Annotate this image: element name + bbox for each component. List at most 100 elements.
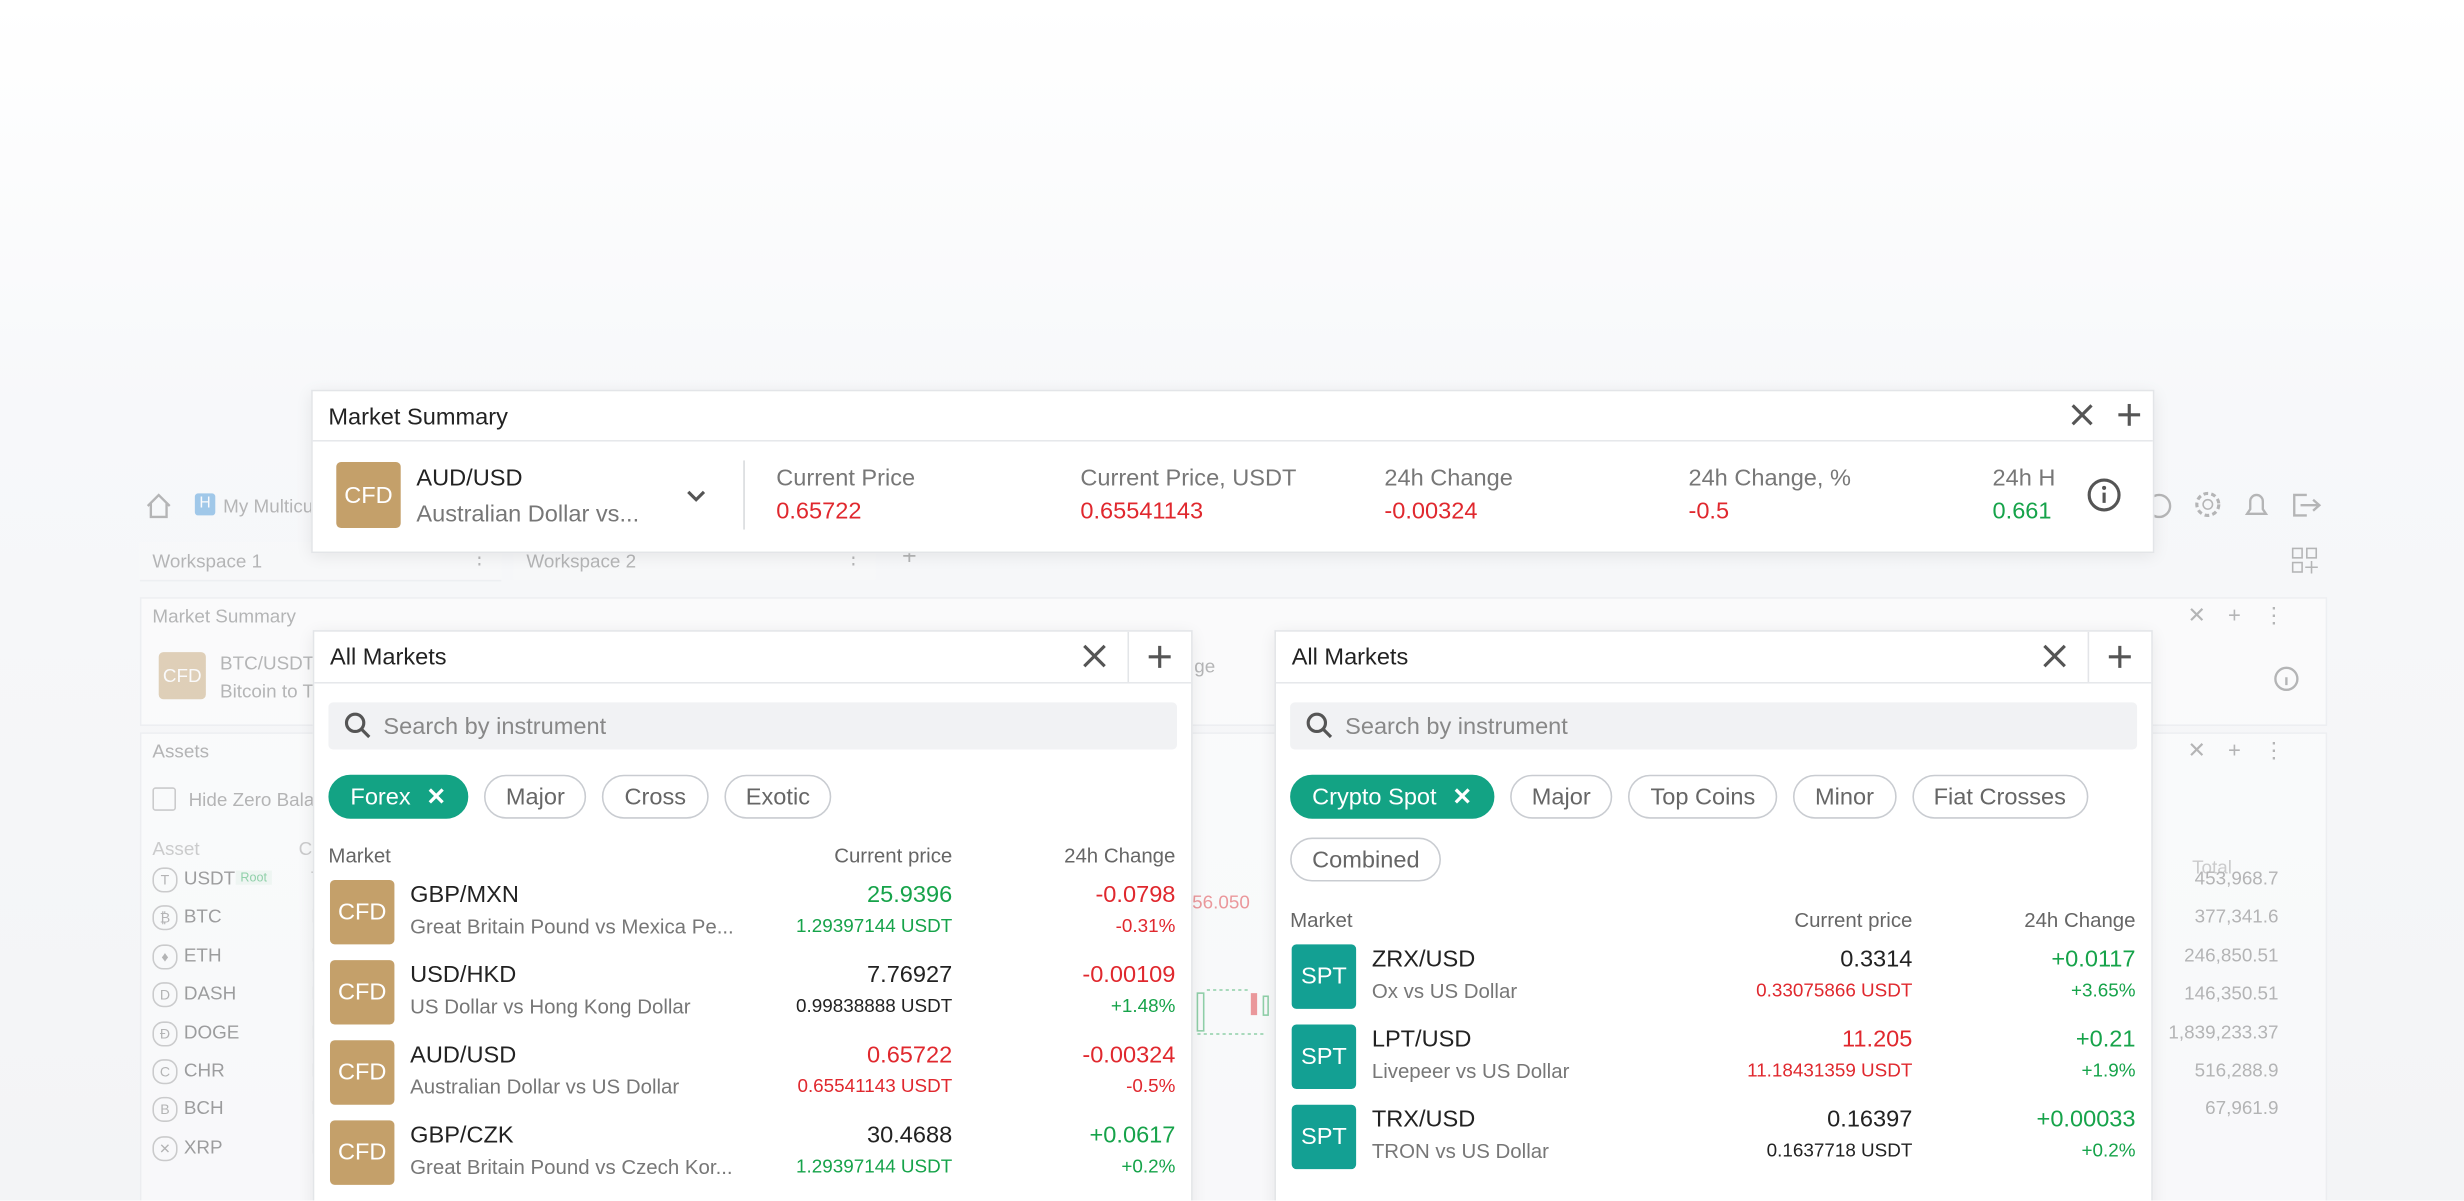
panel-controls[interactable]: ✕+⋮ xyxy=(2187,736,2307,763)
search-placeholder: Search by instrument xyxy=(1345,713,1568,741)
column-header: 24h Change xyxy=(2024,908,2136,932)
chart-hint: 656.050 xyxy=(1181,890,1250,913)
column-header: Current price xyxy=(834,843,953,868)
price-usdt: 0.99838888 USDT xyxy=(796,994,953,1017)
column-header: Current price xyxy=(1794,908,1913,932)
market-summary: Market Summary CFD AUD/USD Australian Do… xyxy=(311,389,2155,554)
filter-active[interactable]: Crypto Spot ✕ xyxy=(1290,774,1495,819)
market-row[interactable]: CFD GBP/MXN Great Britain Pound vs Mexica … xyxy=(314,875,1191,955)
asset-total: 377,341.6 xyxy=(2194,905,2279,928)
market-row[interactable]: CFD GBP/CZK Great Britain Pound vs Czech K… xyxy=(314,1116,1191,1196)
search-icon xyxy=(344,712,371,739)
column-header: Market xyxy=(328,843,391,868)
market-row[interactable]: SPT LPT/USD Livepeer vs US Dollar 11.205 11.… xyxy=(1276,1020,2151,1100)
column-header: 24h Change xyxy=(1064,843,1176,868)
filter-active[interactable]: Forex ✕ xyxy=(328,774,469,819)
panel-title: All Markets xyxy=(1291,644,1409,671)
column-header: Asset xyxy=(152,837,200,860)
symbol: GBP/CZK xyxy=(410,1121,514,1149)
asset-icon: C xyxy=(152,1059,178,1085)
info-icon[interactable] xyxy=(2272,665,2300,693)
layout-icon[interactable] xyxy=(2291,547,2319,575)
info-button[interactable] xyxy=(2087,478,2122,513)
remove-filter[interactable]: ✕ xyxy=(426,784,447,811)
market-row[interactable]: SPT ZRX/USD Ox vs US Dollar 0.3314 0.3307586… xyxy=(1276,940,2151,1020)
price: 0.16397 xyxy=(1827,1106,1913,1133)
symbol: ZRX/USD xyxy=(1371,945,1476,973)
panel-title: Assets xyxy=(152,740,210,763)
asset-icon: D xyxy=(152,982,178,1008)
filter-chip[interactable]: Major xyxy=(1509,774,1613,819)
change: +0.0617 xyxy=(1089,1121,1176,1149)
badge: SPT xyxy=(1291,944,1357,1009)
asset-name: BTC xyxy=(183,905,222,928)
asset-name: XRP xyxy=(183,1135,223,1158)
filter-chip[interactable]: Minor xyxy=(1792,774,1896,819)
symbol: BTC/USDT xyxy=(219,652,315,675)
filter-chip[interactable]: Major xyxy=(483,774,587,819)
badge: CFD xyxy=(329,1040,395,1105)
add-button[interactable] xyxy=(2118,403,2141,426)
asset-icon: ✕ xyxy=(152,1135,178,1161)
stat-label: 24h Change xyxy=(1384,465,1513,492)
badge: CFD xyxy=(329,879,395,945)
filter-chip[interactable]: Cross xyxy=(602,774,709,819)
badge: SPT xyxy=(1291,1024,1357,1089)
symbol: AUD/USD xyxy=(416,465,523,492)
name: Bitcoin to T xyxy=(219,680,314,703)
market-row[interactable]: CFD AUD/USD Australian Dollar vs US Dollar… xyxy=(314,1036,1191,1116)
change-pct: +3.65% xyxy=(2071,978,2136,1001)
asset-total: 246,850.51 xyxy=(2184,944,2279,967)
change: +0.21 xyxy=(2075,1026,2136,1053)
panel-title: Market Summary xyxy=(152,604,296,627)
all-markets-panel: All Markets Search by instrument Crypto Sp… xyxy=(1274,630,2153,1201)
asset-icon: ₿ xyxy=(152,905,178,931)
asset-name: BCH xyxy=(183,1097,224,1120)
market-row[interactable]: SPT TRX/USD TRON vs US Dollar 0.16397 0.1637… xyxy=(1276,1100,2151,1180)
instrument-name: Australian Dollar vs US Dollar xyxy=(410,1074,680,1099)
change: +0.00033 xyxy=(2036,1106,2136,1133)
asset-total: 453,968.7 xyxy=(2194,867,2279,890)
price: 0.65722 xyxy=(867,1041,953,1069)
toolbar-icons[interactable] xyxy=(2143,490,2328,521)
dropdown[interactable] xyxy=(685,489,707,505)
search-box[interactable]: Search by instrument xyxy=(328,702,1177,750)
stat-label: 24h Change, % xyxy=(1688,465,1851,492)
column-header: Total xyxy=(2192,856,2232,879)
panel-controls[interactable] xyxy=(1065,631,1191,682)
change-pct: +0.2% xyxy=(2081,1139,2136,1162)
stat-value: -0.00324 xyxy=(1384,498,1478,525)
filter-chip[interactable]: Combined xyxy=(1290,837,1442,882)
checkbox-label: Hide Zero Bala xyxy=(188,788,315,811)
filter-chip[interactable]: Fiat Crosses xyxy=(1911,774,2088,819)
search-box[interactable]: Search by instrument xyxy=(1290,702,2138,750)
stat-label: Current Price xyxy=(776,465,916,492)
change: -0.00324 xyxy=(1082,1041,1176,1069)
home-icon[interactable] xyxy=(145,492,173,520)
app-badge: H xyxy=(194,493,216,516)
all-markets-panel: All Markets Search by instrument Forex ✕ Maj… xyxy=(312,630,1193,1201)
asset-total: 67,961.9 xyxy=(2205,1097,2279,1120)
remove-filter[interactable]: ✕ xyxy=(1452,784,1473,811)
symbol: USD/HKD xyxy=(410,961,517,989)
market-row[interactable]: CFD USD/HKD US Dollar vs Hong Kong Dollar 7… xyxy=(314,955,1191,1035)
panel-controls[interactable]: ✕+⋮ xyxy=(2187,601,2307,627)
filters: Crypto Spot ✕ Major Top Coins Minor Fiat Cros… xyxy=(1290,774,2151,901)
price-usdt: 0.1637718 USDT xyxy=(1766,1139,1913,1162)
app-name[interactable]: My Multicu xyxy=(223,494,314,517)
instrument-name: Livepeer vs US Dollar xyxy=(1371,1059,1570,1083)
panel-controls[interactable] xyxy=(2026,631,2152,682)
checkbox[interactable] xyxy=(152,787,176,811)
asset-icon: T xyxy=(152,867,178,893)
change-pct: +1.9% xyxy=(2081,1059,2136,1082)
filter-chip[interactable]: Top Coins xyxy=(1628,774,1778,819)
change-pct: +1.48% xyxy=(1110,994,1176,1017)
panel-header: All Markets xyxy=(314,631,1192,684)
price-usdt: 1.29397144 USDT xyxy=(796,914,953,937)
close-button[interactable] xyxy=(2071,404,2093,426)
asset-total: 146,350.51 xyxy=(2184,982,2279,1005)
filter-chip[interactable]: Exotic xyxy=(723,774,833,819)
badge: CFD xyxy=(329,960,395,1025)
price: 30.4688 xyxy=(867,1121,953,1149)
